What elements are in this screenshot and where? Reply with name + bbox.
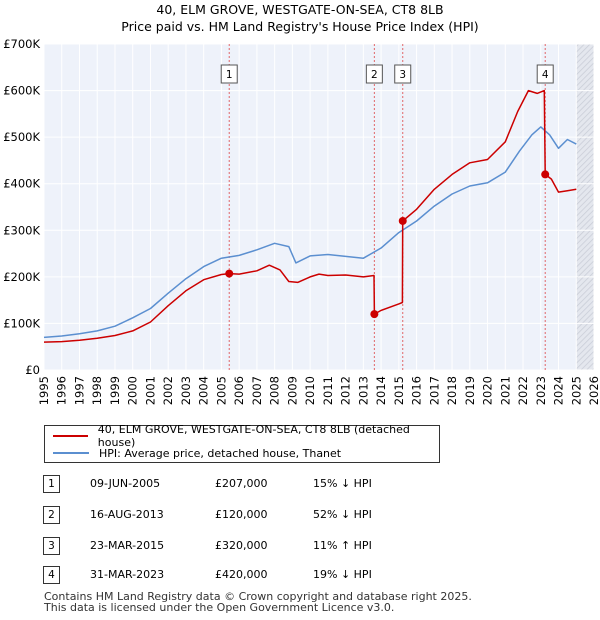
transaction-price: £420,000 <box>215 568 268 581</box>
transaction-number: 4 <box>43 566 60 584</box>
sale-marker-box <box>365 64 383 84</box>
sale-point <box>225 269 234 278</box>
sale-marker-label: 4 <box>542 69 549 81</box>
legend-label-hpi: HPI: Average price, detached house, Than… <box>99 446 342 460</box>
y-tick-label: £0 <box>25 363 40 377</box>
transaction-date: 31-MAR-2023 <box>90 568 165 581</box>
x-tick-label: 2025 <box>569 376 583 405</box>
x-tick-label: 2001 <box>143 376 157 405</box>
price-chart: £0 £100K £200K £300K £400K £500K £600K £700K 199… <box>3 37 600 405</box>
x-tick-label: 2021 <box>498 376 512 405</box>
transaction-price: £207,000 <box>215 477 268 490</box>
y-tick-label: £600K <box>3 84 40 98</box>
x-tick-label: 1999 <box>108 376 122 405</box>
x-tick-label: 2009 <box>285 376 299 405</box>
x-tick-label: 2010 <box>303 376 317 405</box>
legend-item-property: 40, ELM GROVE, WESTGATE-ON-SEA, CT8 8LB … <box>53 423 439 449</box>
x-tick-label: 2022 <box>516 376 530 405</box>
sale-marker-box <box>394 64 412 84</box>
sale-marker-box <box>220 64 238 84</box>
transaction-hpi: 15% ↓ HPI <box>313 477 372 490</box>
x-tick-label: 2026 <box>587 376 600 405</box>
legend-swatch-hpi <box>53 452 89 454</box>
table-row: 4 31-MAR-2023 £420,000 19% ↓ HPI <box>0 566 600 586</box>
legend-item-hpi: HPI: Average price, detached house, Than… <box>53 445 341 461</box>
transaction-hpi: 11% ↑ HPI <box>313 539 372 552</box>
x-tick-label: 2020 <box>481 376 495 405</box>
footer-licence: This data is licensed under the Open Gov… <box>44 601 395 614</box>
y-tick-label: £200K <box>3 270 40 284</box>
legend-label-property: 40, ELM GROVE, WESTGATE-ON-SEA, CT8 8LB … <box>97 423 410 449</box>
transaction-date: 09-JUN-2005 <box>90 477 161 490</box>
x-tick-label: 2023 <box>534 376 548 405</box>
x-tick-label: 2014 <box>374 376 388 405</box>
sale-marker-label: 2 <box>371 69 378 81</box>
y-tick-label: £400K <box>3 177 40 191</box>
transaction-hpi: 19% ↓ HPI <box>313 568 372 581</box>
series-line-property <box>43 89 577 343</box>
y-tick-label: £700K <box>3 37 40 51</box>
chart-legend: 40, ELM GROVE, WESTGATE-ON-SEA, CT8 8LB … <box>44 423 440 463</box>
sale-point <box>541 170 550 179</box>
x-tick-label: 2004 <box>197 376 211 405</box>
x-tick-label: 2015 <box>392 376 406 405</box>
sale-point <box>370 310 379 319</box>
transaction-number: 3 <box>43 537 60 555</box>
y-tick-label: £300K <box>3 223 40 237</box>
transaction-number: 1 <box>43 475 60 493</box>
x-tick-label: 2005 <box>214 376 228 405</box>
x-tick-label: 1996 <box>55 376 69 405</box>
sale-marker-label: 1 <box>226 69 233 81</box>
transaction-price: £120,000 <box>215 508 268 521</box>
x-tick-label: 2008 <box>268 376 282 405</box>
x-tick-label: 2011 <box>321 376 335 405</box>
table-row: 2 16-AUG-2013 £120,000 52% ↓ HPI <box>0 506 600 526</box>
transaction-number: 2 <box>43 506 60 524</box>
sale-marker-label: 3 <box>399 69 406 81</box>
x-tick-label: 2003 <box>179 376 193 405</box>
x-tick-label: 2019 <box>463 376 477 405</box>
chart-subtitle: Price paid vs. HM Land Registry's House … <box>121 19 479 34</box>
legend-swatch-property <box>53 435 88 437</box>
x-tick-label: 1998 <box>90 376 104 405</box>
chart-title: 40, ELM GROVE, WESTGATE-ON-SEA, CT8 8LB <box>156 2 444 17</box>
x-tick-label: 2018 <box>445 376 459 405</box>
sale-point <box>398 216 407 225</box>
x-tick-label: 2013 <box>356 376 370 405</box>
table-row: 3 23-MAR-2015 £320,000 11% ↑ HPI <box>0 537 600 557</box>
table-row: 1 09-JUN-2005 £207,000 15% ↓ HPI <box>0 475 600 495</box>
x-tick-label: 2017 <box>427 376 441 405</box>
sale-marker-box <box>536 64 554 84</box>
transaction-hpi: 52% ↓ HPI <box>313 508 372 521</box>
x-tick-label: 2012 <box>339 376 353 405</box>
transaction-price: £320,000 <box>215 539 268 552</box>
x-tick-label: 2016 <box>410 376 424 405</box>
y-tick-label: £100K <box>3 316 40 330</box>
x-tick-label: 2002 <box>161 376 175 405</box>
transaction-date: 16-AUG-2013 <box>90 508 164 521</box>
x-tick-label: 2000 <box>126 376 140 405</box>
x-tick-label: 2007 <box>250 376 264 405</box>
x-tick-label: 2006 <box>232 376 246 405</box>
y-tick-label: £500K <box>3 130 40 144</box>
x-tick-label: 1995 <box>37 376 51 405</box>
transaction-date: 23-MAR-2015 <box>90 539 165 552</box>
x-tick-label: 1997 <box>72 376 86 405</box>
series-line-hpi <box>43 126 577 339</box>
footer-copyright: Contains HM Land Registry data © Crown c… <box>44 590 472 603</box>
x-tick-label: 2024 <box>552 376 566 405</box>
forecast-shade <box>576 44 594 370</box>
